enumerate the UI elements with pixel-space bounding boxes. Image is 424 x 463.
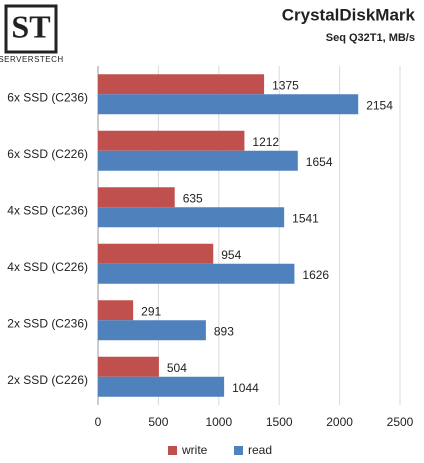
y-tick-label: 2x SSD (C226) (7, 373, 88, 387)
logo-text: ST (11, 8, 50, 44)
bar (98, 130, 245, 151)
y-tick-label: 6x SSD (C226) (7, 147, 88, 161)
value-label: 1541 (292, 211, 319, 225)
chart-title: CrystalDiskMark (282, 5, 416, 24)
legend-swatch (168, 446, 177, 455)
legend-swatch (234, 446, 243, 455)
value-label: 1626 (302, 268, 329, 282)
value-label: 954 (221, 248, 241, 262)
bar (98, 74, 265, 95)
legend-label: read (248, 443, 272, 457)
bar (98, 300, 134, 321)
chart-subtitle: Seq Q32T1, MB/s (326, 32, 415, 44)
value-label: 2154 (366, 98, 393, 112)
x-tick-label: 2000 (326, 415, 353, 429)
value-label: 1375 (272, 78, 299, 92)
y-tick-label: 6x SSD (C236) (7, 90, 88, 104)
logo-caption: SERVERSTECH (0, 55, 64, 64)
x-tick-label: 1500 (266, 415, 293, 429)
bar (98, 207, 285, 228)
bar (98, 376, 225, 397)
y-tick-label: 4x SSD (C236) (7, 203, 88, 217)
bar (98, 243, 214, 264)
value-label: 1654 (306, 155, 333, 169)
bar (98, 94, 359, 115)
y-tick-label: 2x SSD (C236) (7, 316, 88, 330)
value-label: 504 (167, 361, 187, 375)
bar (98, 320, 206, 341)
x-tick-label: 1000 (205, 415, 232, 429)
bar (98, 150, 298, 171)
x-tick-label: 500 (148, 415, 168, 429)
x-tick-label: 2500 (387, 415, 414, 429)
bar (98, 356, 159, 377)
value-label: 1044 (232, 381, 259, 395)
logo-box (4, 4, 58, 54)
legend-label: write (181, 443, 208, 457)
x-tick-label: 0 (95, 415, 102, 429)
value-label: 291 (141, 304, 161, 318)
bar (98, 263, 295, 284)
value-label: 1212 (252, 135, 279, 149)
value-label: 635 (183, 191, 203, 205)
bar (98, 187, 175, 208)
y-tick-label: 4x SSD (C226) (7, 260, 88, 274)
value-label: 893 (214, 324, 234, 338)
